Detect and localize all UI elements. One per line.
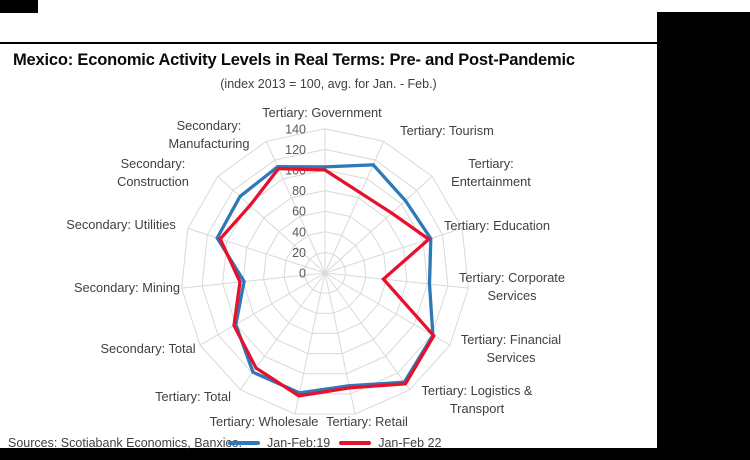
- grid-spoke: [217, 176, 326, 274]
- category-label: Tertiary: Tourism: [400, 123, 494, 138]
- legend-label-pre: Jan-Feb:19: [267, 436, 331, 450]
- category-label: Tertiary: Corporate Services: [459, 270, 565, 303]
- grid-spoke: [187, 227, 326, 274]
- grid-ring: [303, 251, 347, 294]
- radial-tick-label: 60: [292, 205, 306, 219]
- black-bar-top-left: [0, 0, 38, 13]
- legend-item-pre: Jan-Feb:19: [228, 436, 330, 450]
- chart-top-border: [0, 42, 657, 44]
- category-label: Secondary: Utilities: [66, 217, 176, 232]
- black-bar-right: [657, 12, 750, 449]
- radial-tick-label: 0: [299, 267, 306, 281]
- grid-ring: [181, 128, 469, 415]
- radial-tick-label: 40: [292, 225, 306, 239]
- chart-subtitle: (index 2013 = 100, avg. for Jan. - Feb.): [220, 77, 437, 91]
- grid-spoke: [324, 272, 451, 346]
- grid-ring: [222, 169, 428, 375]
- category-label: Tertiary: Government: [262, 105, 382, 120]
- radial-tick-label: 20: [292, 246, 306, 260]
- legend-swatch-red: [339, 441, 372, 445]
- sources-note: Sources: Scotiabank Economics, Banxico.: [8, 436, 243, 450]
- category-label: Tertiary: Total: [155, 389, 231, 404]
- legend-label-post: Jan-Feb 22: [378, 436, 442, 450]
- series-pre-pandemic: [215, 163, 435, 395]
- category-label: Tertiary: Logistics & Transport: [422, 383, 533, 416]
- grid-spoke: [294, 272, 326, 415]
- grid-spoke: [324, 272, 356, 415]
- grid-spoke: [199, 272, 326, 346]
- grid-spoke: [239, 272, 326, 390]
- grid-spoke: [324, 227, 463, 274]
- grid-ring: [283, 231, 367, 314]
- grid-spoke: [181, 272, 326, 289]
- category-label: Tertiary: Financial Services: [461, 332, 561, 365]
- grid-spoke: [324, 176, 433, 274]
- grid-ring: [201, 148, 449, 395]
- chart-title: Mexico: Economic Activity Levels in Real…: [13, 51, 575, 69]
- category-label: Tertiary: Retail: [326, 414, 408, 429]
- legend-item-post: Jan-Feb 22: [339, 436, 441, 450]
- category-label: Secondary: Manufacturing: [168, 118, 249, 151]
- category-label: Secondary: Construction: [117, 156, 189, 189]
- grid-ring: [242, 190, 408, 355]
- category-label: Tertiary: Education: [444, 218, 550, 233]
- category-label: Secondary: Total: [100, 341, 195, 356]
- grid-spoke: [265, 141, 326, 274]
- grid-ring: [262, 210, 388, 334]
- legend-swatch-blue: [228, 441, 260, 445]
- grid-spoke: [324, 272, 469, 289]
- grid-spoke: [324, 272, 411, 390]
- category-label: Tertiary: Wholesale: [210, 414, 319, 429]
- series-post-pandemic: [218, 166, 436, 398]
- category-label: Secondary: Mining: [74, 280, 180, 295]
- radial-tick-label: 140: [285, 122, 306, 136]
- grid-spoke: [324, 141, 385, 274]
- radial-tick-label: 120: [285, 143, 306, 157]
- black-bar-bottom: [0, 448, 750, 460]
- category-label: Tertiary: Entertainment: [451, 156, 531, 189]
- chart-legend: Jan-Feb:19 Jan-Feb 22: [228, 436, 441, 450]
- radial-tick-label: 80: [292, 184, 306, 198]
